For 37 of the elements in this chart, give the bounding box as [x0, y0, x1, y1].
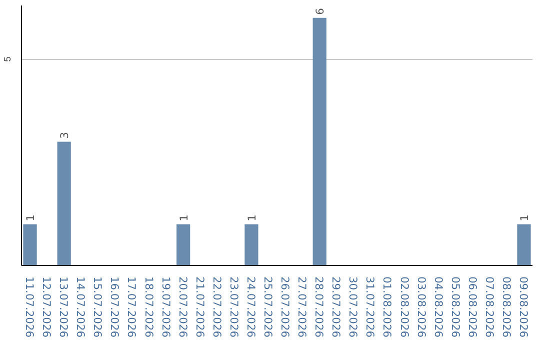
x-tick-label: 22.07.2026 [210, 276, 224, 338]
x-tick-label: 02.08.2026 [398, 276, 411, 338]
x-tick-label: 19.07.2026 [159, 276, 172, 338]
x-tick-label: 05.08.2026 [448, 276, 462, 338]
data-label: 1 [24, 214, 38, 222]
x-tick-label: 08.08.2026 [500, 276, 513, 338]
x-tick-label: 23.07.2026 [227, 276, 240, 338]
x-tick-label: 16.07.2026 [108, 276, 122, 338]
x-tick-label: 15.07.2026 [91, 276, 104, 338]
x-tick-label: 27.07.2026 [296, 276, 309, 338]
x-tick-label: 24.07.2026 [244, 276, 258, 338]
x-tick-label: 13.07.2026 [57, 276, 70, 338]
x-tick-label: 25.07.2026 [261, 276, 274, 338]
data-label: 1 [518, 214, 531, 222]
x-tick-label: 03.08.2026 [414, 276, 428, 338]
x-tick-label: 12.07.2026 [40, 276, 54, 338]
x-tick-label: 29.07.2026 [330, 276, 343, 338]
x-tick-label: 06.08.2026 [466, 276, 479, 338]
data-label: 6 [314, 8, 327, 15]
data-label: 3 [58, 132, 72, 139]
x-tick-label: 04.08.2026 [432, 276, 445, 338]
x-tick-label: 14.07.2026 [74, 276, 88, 338]
x-tick-label: 28.07.2026 [312, 276, 326, 338]
x-tick-label: 26.07.2026 [278, 276, 292, 338]
data-label: 1 [177, 214, 190, 222]
x-tick-label: 20.07.2026 [176, 276, 190, 338]
x-tick-label: 30.07.2026 [346, 276, 360, 338]
y-tick-label: 5 [2, 56, 12, 62]
x-tick-label: 17.07.2026 [125, 276, 138, 338]
x-tick-label: 11.07.2026 [23, 276, 36, 338]
x-tick-label: 31.07.2026 [364, 276, 377, 338]
x-tick-label: 09.08.2026 [516, 276, 530, 338]
x-tick-label: 21.07.2026 [193, 276, 206, 338]
x-tick-label: 07.08.2026 [482, 276, 496, 338]
x-tick-label: 18.07.2026 [142, 276, 156, 338]
data-label: 1 [245, 214, 258, 222]
x-tick-label: 01.08.2026 [380, 276, 394, 338]
